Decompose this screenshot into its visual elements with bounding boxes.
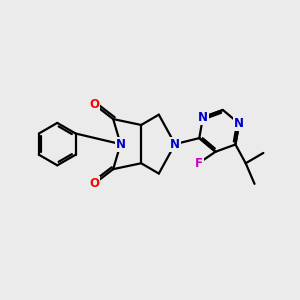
Text: N: N xyxy=(170,138,180,151)
Text: O: O xyxy=(89,177,99,190)
Text: N: N xyxy=(116,138,126,151)
Text: O: O xyxy=(89,98,99,111)
Text: N: N xyxy=(198,111,208,124)
Text: N: N xyxy=(234,117,244,130)
Text: F: F xyxy=(195,157,203,170)
